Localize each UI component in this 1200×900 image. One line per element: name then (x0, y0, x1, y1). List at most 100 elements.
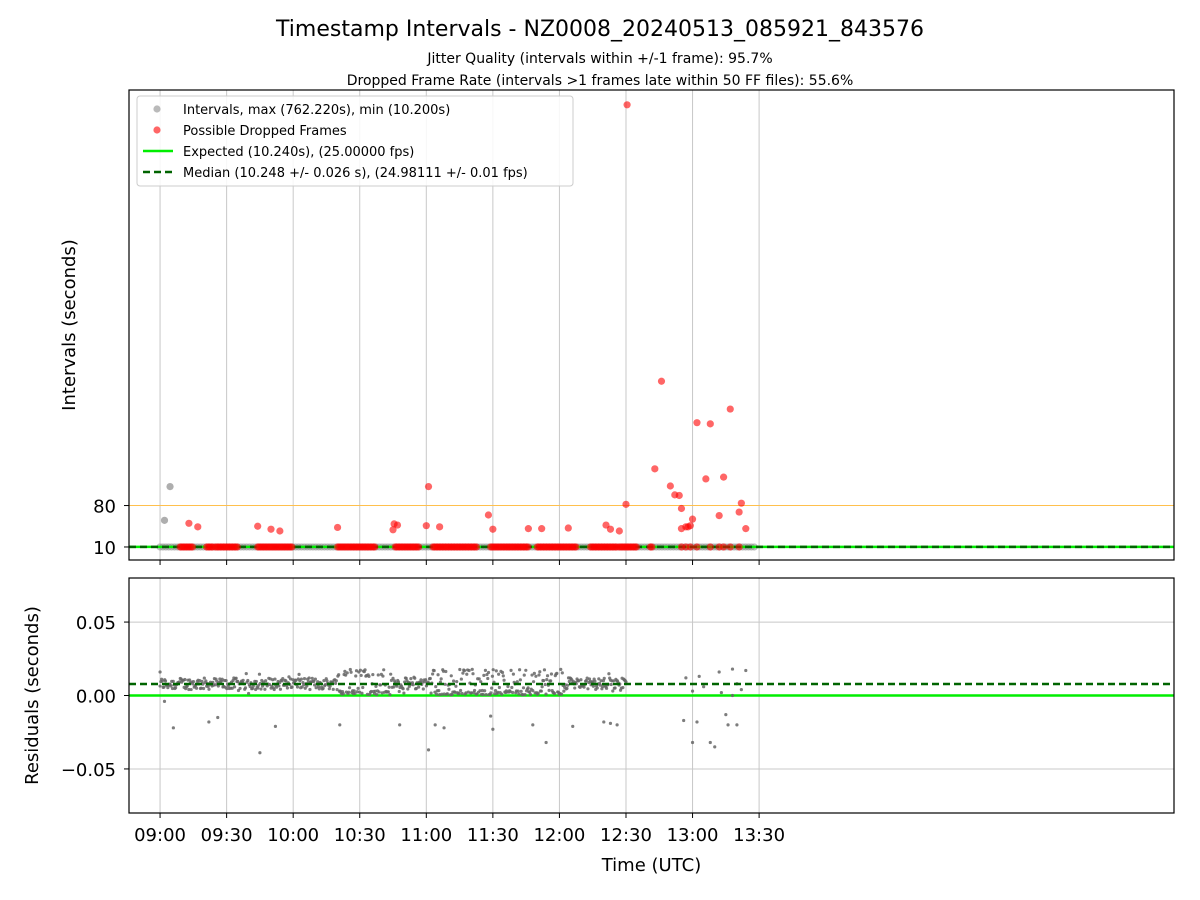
residual-point (451, 679, 456, 683)
residual-point (719, 690, 723, 695)
residual-point (510, 685, 514, 690)
dropped-point (693, 419, 701, 427)
dropped-point (414, 543, 423, 551)
legend-dropped-marker (153, 126, 161, 134)
bottom-xtick-label: 09:00 (134, 825, 186, 846)
dropped-point (484, 511, 493, 519)
residual-point (484, 693, 488, 697)
residual-point (401, 687, 405, 691)
residual-point (530, 673, 534, 677)
residual-point (171, 726, 175, 730)
bottom-xtick-label: 11:00 (400, 825, 452, 846)
residual-point (243, 686, 248, 690)
residual-point (611, 679, 616, 683)
residual-point (542, 679, 546, 683)
residual-point (297, 672, 301, 677)
top-ylabel: Intervals (seconds) (59, 239, 80, 411)
dropped-point (702, 475, 710, 483)
residual-point (264, 679, 268, 683)
residual-point (490, 686, 494, 690)
legend-label-intervals: Intervals, max (762.220s), min (10.200s) (183, 103, 450, 118)
residual-point (462, 669, 467, 673)
residual-point (497, 672, 501, 676)
dropped-point (524, 525, 532, 533)
residual-point (414, 686, 418, 691)
residual-point (597, 677, 601, 681)
residual-point (531, 689, 535, 693)
bottom-xtick-label: 10:00 (267, 825, 319, 846)
residual-point (702, 685, 706, 689)
residual-point (730, 667, 735, 671)
residual-point (516, 689, 520, 693)
residual-point (539, 689, 543, 693)
dropped-point (194, 523, 202, 531)
dropped-point (389, 526, 397, 534)
bottom-axes-frame (128, 577, 1175, 814)
residual-point (437, 689, 441, 693)
residual-point (726, 723, 730, 727)
residual-point (724, 712, 728, 717)
residual-point (323, 683, 328, 687)
residual-point (344, 673, 348, 677)
residual-point (526, 686, 530, 690)
residual-point (234, 676, 238, 680)
dropped-point (686, 522, 694, 530)
residual-point (599, 679, 603, 683)
residual-point (486, 676, 490, 681)
residual-point (338, 723, 342, 727)
residual-point (375, 693, 379, 697)
residual-point (739, 688, 743, 692)
dropped-point (688, 515, 697, 523)
residual-point (519, 689, 523, 693)
dropped-point (288, 543, 296, 551)
residual-point (697, 674, 701, 679)
residual-point (458, 688, 463, 693)
residual-point (573, 686, 577, 690)
dropped-point (623, 101, 631, 109)
residual-point (586, 687, 590, 691)
residual-point (713, 745, 717, 749)
legend-label-dropped: Possible Dropped Frames (183, 124, 347, 139)
residual-point (509, 668, 513, 672)
dropped-point (737, 499, 745, 507)
residual-point (496, 690, 500, 694)
residual-point (461, 671, 465, 675)
residual-point (224, 679, 228, 683)
residual-point (478, 689, 482, 693)
residual-point (369, 689, 373, 694)
residual-point (555, 671, 559, 675)
dropped-point (706, 543, 714, 551)
residual-point (490, 674, 495, 678)
residual-point (447, 687, 451, 691)
residual-point (500, 692, 504, 696)
residual-point (431, 672, 435, 676)
dropped-point (424, 482, 433, 491)
residual-point (433, 723, 437, 727)
residual-point (442, 692, 446, 696)
residual-point (376, 673, 380, 677)
dropped-point (622, 500, 630, 508)
residual-point (624, 680, 628, 684)
residual-point (200, 679, 204, 683)
residual-point (306, 680, 310, 684)
residual-point (708, 740, 712, 745)
residual-point (684, 676, 688, 680)
residual-point (491, 668, 495, 672)
residual-point (158, 684, 162, 688)
dropped-point (726, 405, 734, 413)
dropped-point (735, 543, 743, 551)
bottom-ylabel: Residuals (seconds) (22, 606, 43, 785)
residual-point (511, 690, 515, 695)
residual-point (187, 678, 192, 682)
residual-point (604, 686, 609, 690)
chart-title: Timestamp Intervals - NZ0008_20240513_08… (275, 17, 924, 42)
residual-point (544, 692, 548, 696)
residual-point (465, 672, 469, 676)
residual-point (545, 678, 549, 682)
residual-point (337, 673, 341, 677)
residual-point (595, 686, 599, 690)
residual-point (559, 692, 564, 696)
dropped-point (615, 527, 623, 535)
residual-point (272, 687, 276, 692)
bottom-ytick-label: 0.05 (76, 613, 116, 634)
